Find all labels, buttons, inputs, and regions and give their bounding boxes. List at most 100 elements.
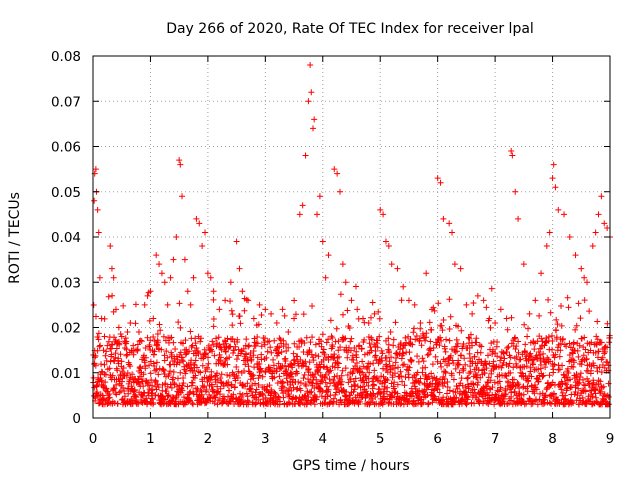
data-point [170,374,177,381]
data-point [155,339,162,346]
data-point [605,394,612,401]
data-point [210,323,217,330]
data-point [487,399,494,406]
data-point [348,335,355,342]
data-point [108,351,115,358]
data-point [155,371,162,378]
data-point [524,388,531,395]
data-point [438,337,445,344]
data-point [277,336,284,343]
data-point [577,373,584,380]
data-point [291,356,298,363]
data-point [481,370,488,377]
data-point [106,365,113,372]
data-point [452,365,459,372]
data-point [579,394,586,401]
data-point [437,360,444,367]
data-point [306,359,313,366]
data-point [280,337,287,344]
data-point [471,353,478,360]
data-point [537,361,544,368]
data-point [551,354,558,361]
data-point [105,395,112,402]
data-point [540,372,547,379]
data-point [255,321,262,328]
data-point [258,312,265,319]
data-point [217,375,224,382]
data-point [557,347,564,354]
data-point [308,400,315,407]
data-point-peak [359,315,366,322]
data-point [204,364,211,371]
data-point [335,353,342,360]
data-point [161,357,168,364]
data-point [109,341,116,348]
data-point [150,399,157,406]
data-point [156,321,163,328]
data-point [103,348,110,355]
data-point [363,392,370,399]
data-point [467,368,474,375]
data-point [497,386,504,393]
data-point [163,388,170,395]
data-point [201,383,208,390]
data-point [470,299,477,306]
data-point [365,382,372,389]
data-point [305,349,312,356]
data-point [471,386,478,393]
data-point [430,345,437,352]
data-point [200,395,207,402]
data-point [376,315,383,322]
data-point [111,358,118,365]
data-point [275,349,282,356]
data-point [210,315,217,322]
data-point-peak [552,184,559,191]
data-point [517,369,524,376]
data-point-peak [96,274,103,281]
data-point [593,398,600,405]
data-point [350,356,357,363]
data-point [337,344,344,351]
data-point [290,350,297,357]
data-point [428,370,435,377]
data-point [385,341,392,348]
data-point [92,352,99,359]
data-point [456,369,463,376]
data-point [163,348,170,355]
data-point-peak [227,279,234,286]
data-point [398,297,405,304]
data-point [155,384,162,391]
data-point [214,401,221,408]
data-point [448,372,455,379]
data-point-peak [302,152,309,159]
data-point [193,364,200,371]
data-point [177,369,184,376]
data-point [255,396,262,403]
data-point [162,380,169,387]
data-point [344,307,351,314]
data-point [255,375,262,382]
data-point [271,374,278,381]
data-point [333,325,340,332]
data-point-peak [581,274,588,281]
data-point-peak [147,288,154,295]
data-point [519,398,526,405]
data-point [157,327,164,334]
data-point [294,370,301,377]
data-point [121,397,128,404]
data-point [523,363,530,370]
data-point [379,350,386,357]
data-point [266,364,273,371]
data-point [118,358,125,365]
data-point [252,380,259,387]
data-point [262,335,269,342]
data-point [270,356,277,363]
data-point-peak [449,229,456,236]
data-point [164,354,171,361]
data-point [306,348,313,355]
data-point-peak [437,179,444,186]
data-point [148,395,155,402]
data-point [414,353,421,360]
data-point-peak [199,243,206,250]
y-tick-label: 0.01 [51,366,81,382]
